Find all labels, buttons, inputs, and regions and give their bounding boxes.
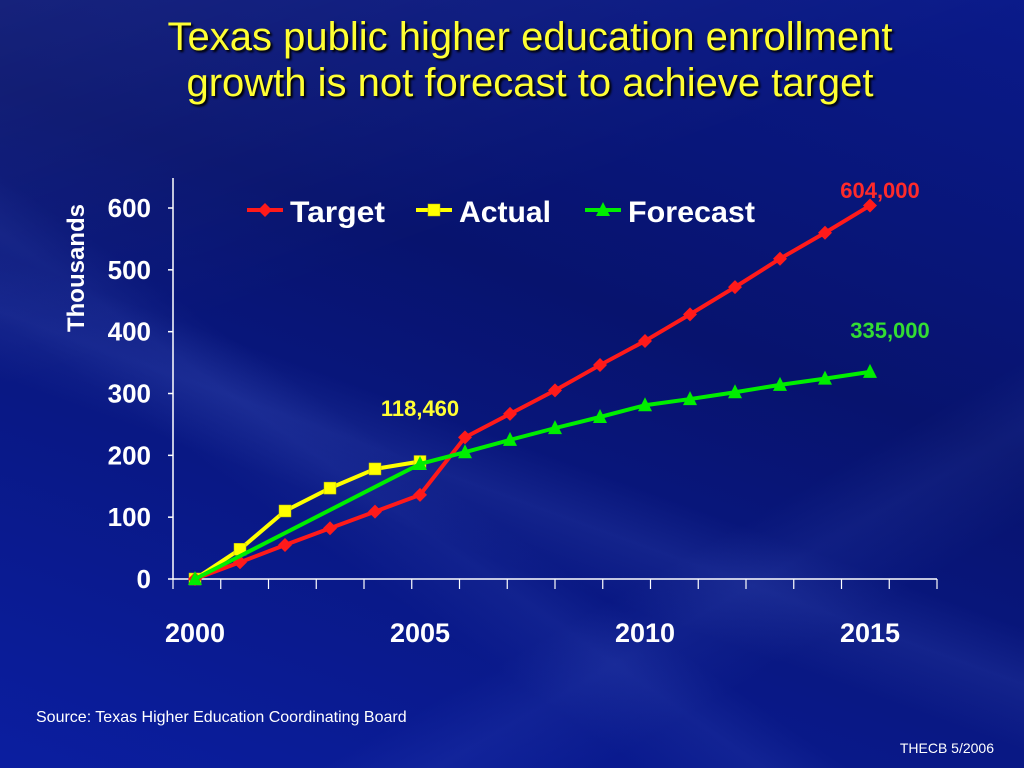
point-target — [728, 280, 742, 295]
point-target — [683, 307, 697, 322]
point-target — [773, 251, 787, 266]
series-line-forecast — [194, 369, 871, 581]
x-tick-label: 2000 — [165, 618, 225, 648]
point-target — [323, 521, 337, 536]
series-line-target — [194, 203, 872, 581]
point-forecast — [458, 444, 472, 459]
legend-marker-target — [258, 203, 272, 217]
point-forecast — [548, 420, 562, 435]
point-target — [503, 406, 517, 421]
source-note: Source: Texas Higher Education Coordinat… — [36, 709, 407, 726]
legend-label-actual: Actual — [459, 196, 551, 229]
point-target — [458, 430, 472, 445]
point-forecast — [638, 397, 652, 412]
point-target — [368, 504, 382, 519]
y-tick-label: 500 — [108, 255, 151, 285]
y-tick-label: 0 — [137, 564, 151, 594]
y-tick-label: 600 — [108, 193, 151, 223]
point-forecast — [818, 370, 832, 385]
point-target — [638, 333, 652, 348]
y-axis-label: Thousands — [63, 204, 90, 332]
legend-marker-forecast — [596, 202, 610, 216]
y-tick-label: 100 — [108, 502, 151, 532]
data-label-forecast: 335,000 — [850, 318, 930, 343]
x-tick-label: 2010 — [615, 618, 675, 648]
point-forecast — [413, 455, 427, 470]
point-actual — [278, 504, 292, 518]
data-label-actual: 118,460 — [381, 396, 459, 421]
point-forecast — [728, 384, 742, 399]
point-target — [413, 487, 427, 502]
title-line-2: growth is not forecast to achieve target — [186, 61, 874, 105]
page-title: Texas public higher education enrollment… — [60, 14, 1000, 106]
x-tick-label: 2015 — [840, 618, 900, 648]
y-tick-label: 200 — [108, 440, 151, 470]
series-line-actual — [193, 459, 421, 581]
point-actual — [368, 462, 382, 476]
point-target — [278, 537, 292, 552]
point-target — [863, 198, 877, 213]
x-tick-label: 2005 — [390, 618, 450, 648]
point-forecast — [188, 571, 202, 585]
data-label-target: 604,000 — [840, 178, 920, 203]
point-forecast — [863, 363, 877, 378]
point-target — [818, 225, 832, 240]
legend-marker-actual — [427, 203, 441, 217]
point-forecast — [683, 391, 697, 406]
point-forecast — [593, 408, 607, 423]
title-line-1: Texas public higher education enrollment — [167, 15, 893, 59]
point-forecast — [503, 431, 517, 446]
y-tick-label: 400 — [108, 317, 151, 347]
legend-label-target: Target — [290, 196, 385, 229]
point-target — [548, 383, 562, 398]
footer-credit: THECB 5/2006 — [899, 740, 994, 756]
y-tick-label: 300 — [108, 379, 151, 409]
point-actual — [323, 481, 337, 495]
legend-label-forecast: Forecast — [628, 196, 755, 229]
point-target — [593, 358, 607, 373]
point-forecast — [773, 376, 787, 391]
